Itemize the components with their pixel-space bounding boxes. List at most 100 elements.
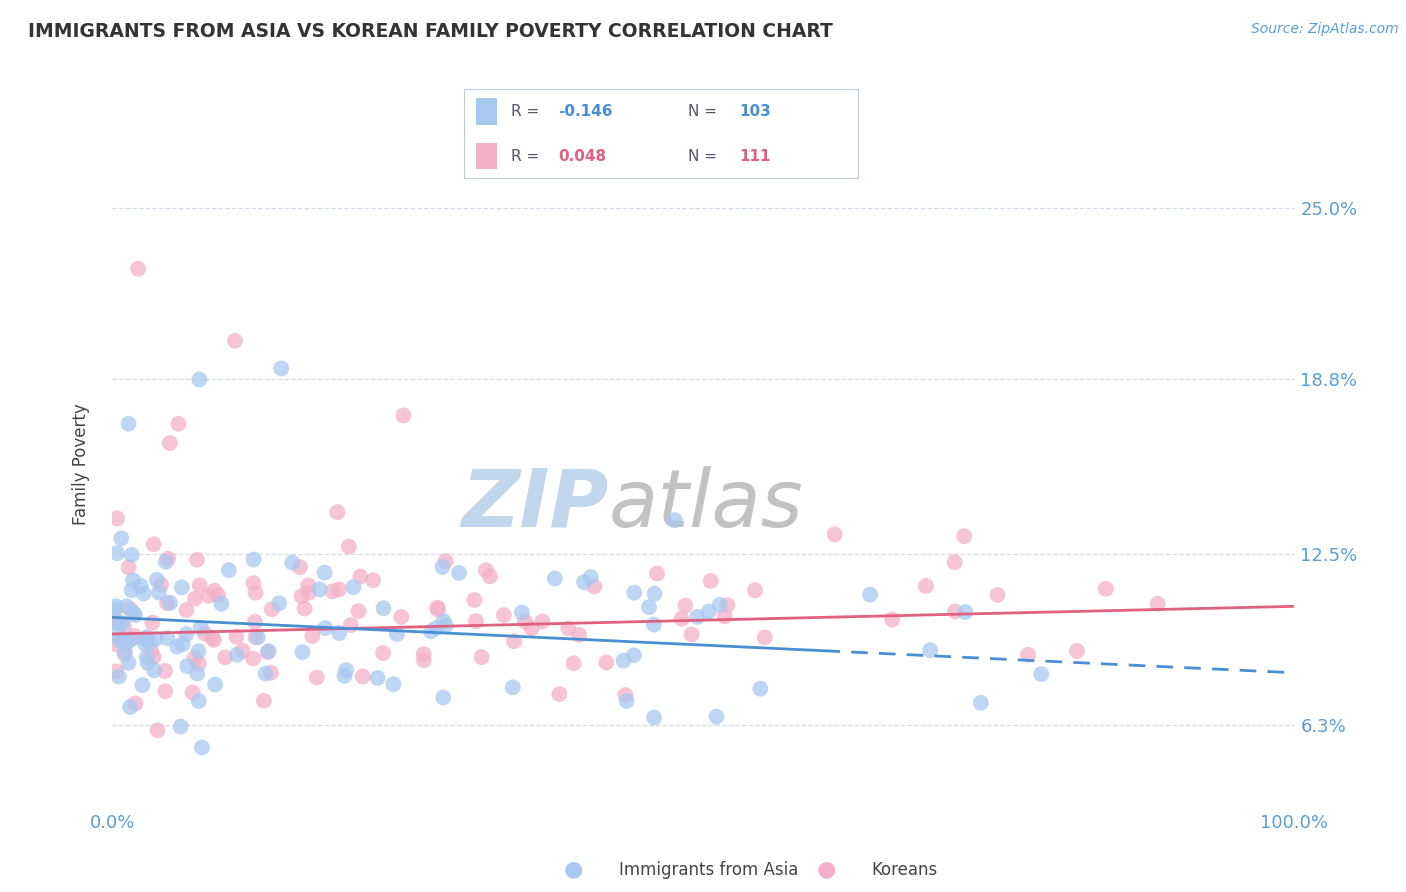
Point xyxy=(503,634,526,648)
Point xyxy=(122,574,145,588)
Point xyxy=(709,598,731,612)
Point xyxy=(105,665,128,679)
Point xyxy=(361,573,384,587)
Point xyxy=(225,648,247,662)
Point xyxy=(671,612,693,626)
Point xyxy=(623,648,645,663)
Point xyxy=(124,608,146,623)
Point xyxy=(170,720,193,734)
Point xyxy=(583,580,606,594)
Point xyxy=(943,555,966,569)
Point xyxy=(987,588,1010,602)
FancyBboxPatch shape xyxy=(475,143,498,169)
Point xyxy=(335,663,357,677)
Point xyxy=(643,617,665,632)
Point xyxy=(114,647,136,661)
Point xyxy=(155,684,177,698)
Point xyxy=(170,580,193,594)
Point xyxy=(290,589,312,603)
Point xyxy=(114,645,136,659)
Point xyxy=(186,666,208,681)
Point xyxy=(347,604,370,618)
Point xyxy=(197,589,219,603)
Point xyxy=(112,620,135,634)
Point xyxy=(882,613,904,627)
FancyBboxPatch shape xyxy=(475,98,498,125)
Point xyxy=(188,578,211,592)
Point xyxy=(616,694,638,708)
Y-axis label: Family Poverty: Family Poverty xyxy=(72,403,90,524)
Point xyxy=(412,647,434,661)
Point xyxy=(664,513,686,527)
Point xyxy=(342,580,364,594)
Point xyxy=(434,618,457,632)
Point xyxy=(141,644,163,658)
Point xyxy=(121,548,143,562)
Point xyxy=(120,700,142,714)
Point xyxy=(257,644,280,658)
Point xyxy=(471,650,494,665)
Point xyxy=(412,653,434,667)
Point xyxy=(270,361,292,376)
Point xyxy=(314,621,336,635)
Text: atlas: atlas xyxy=(609,466,803,543)
Point xyxy=(638,600,661,615)
Point xyxy=(155,555,177,569)
Point xyxy=(643,587,665,601)
Point xyxy=(447,566,470,580)
Point xyxy=(432,614,454,628)
Point xyxy=(108,670,131,684)
Point xyxy=(176,603,198,617)
Point xyxy=(673,599,696,613)
Point xyxy=(568,628,591,642)
Point xyxy=(697,605,720,619)
Point xyxy=(245,585,267,599)
Point xyxy=(308,582,330,597)
Text: ZIP: ZIP xyxy=(461,466,609,543)
Point xyxy=(322,584,344,599)
Point xyxy=(157,551,180,566)
Point xyxy=(420,624,443,639)
Text: Koreans: Koreans xyxy=(872,861,938,879)
Point xyxy=(385,627,408,641)
Point xyxy=(915,579,938,593)
Point xyxy=(127,261,149,276)
Point xyxy=(159,436,181,450)
Point xyxy=(301,629,323,643)
Point xyxy=(920,643,942,657)
Point xyxy=(214,650,236,665)
Point xyxy=(148,585,170,599)
Point xyxy=(145,632,167,647)
Point xyxy=(373,646,395,660)
Point xyxy=(172,637,194,651)
Point xyxy=(479,569,502,583)
Point xyxy=(176,659,198,673)
Point xyxy=(105,615,128,630)
Point xyxy=(187,657,209,671)
Point xyxy=(131,678,153,692)
Point xyxy=(465,614,488,628)
Point xyxy=(281,556,304,570)
Point xyxy=(645,566,668,581)
Point xyxy=(115,599,138,614)
Point xyxy=(194,626,217,640)
Point xyxy=(382,677,405,691)
Point xyxy=(104,611,127,625)
Point xyxy=(623,585,645,599)
Point xyxy=(246,631,269,645)
Point xyxy=(349,569,371,583)
Point xyxy=(333,669,356,683)
Point xyxy=(225,630,247,644)
Point xyxy=(117,560,139,574)
Point xyxy=(373,601,395,615)
Point xyxy=(613,654,636,668)
Text: 111: 111 xyxy=(740,149,770,163)
Point xyxy=(117,417,139,431)
Point xyxy=(288,560,311,574)
Point xyxy=(122,606,145,620)
Point xyxy=(502,681,524,695)
Point xyxy=(134,632,156,646)
Point xyxy=(242,576,264,591)
Point xyxy=(245,630,267,644)
Text: Immigrants from Asia: Immigrants from Asia xyxy=(619,861,799,879)
